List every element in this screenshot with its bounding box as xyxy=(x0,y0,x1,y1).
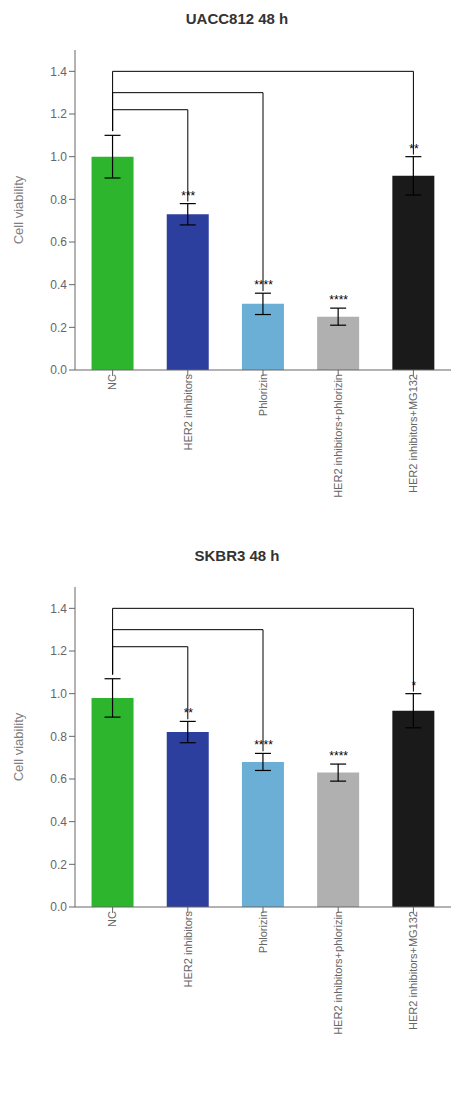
svg-text:Phlorizin: Phlorizin xyxy=(257,911,269,953)
svg-text:HER2 inhibitors: HER2 inhibitors xyxy=(182,911,194,988)
svg-text:**: ** xyxy=(409,142,419,156)
svg-text:0.0: 0.0 xyxy=(50,900,67,914)
svg-text:1.2: 1.2 xyxy=(50,107,67,121)
svg-text:0.4: 0.4 xyxy=(50,278,67,292)
svg-text:1.0: 1.0 xyxy=(50,687,67,701)
svg-text:0.2: 0.2 xyxy=(50,321,67,335)
html-text:SKBR3 48 h: SKBR3 48 h xyxy=(194,547,280,564)
svg-text:**: ** xyxy=(183,706,193,720)
svg-text:1.4: 1.4 xyxy=(50,602,67,616)
svg-text:NC: NC xyxy=(106,911,118,927)
svg-text:0.0: 0.0 xyxy=(50,363,67,377)
svg-text:0.6: 0.6 xyxy=(50,235,67,249)
svg-text:0.2: 0.2 xyxy=(50,858,67,872)
svg-text:1.0: 1.0 xyxy=(50,150,67,164)
svg-text:****: **** xyxy=(329,293,348,307)
svg-text:****: **** xyxy=(254,278,273,292)
svg-text:****: **** xyxy=(254,738,273,752)
svg-text:NC: NC xyxy=(106,374,118,390)
svg-text:HER2 inhibitors: HER2 inhibitors xyxy=(182,374,194,451)
svg-text:HER2 inhibitors+MG132: HER2 inhibitors+MG132 xyxy=(407,911,419,1030)
svg-text:HER2 inhibitors+MG132: HER2 inhibitors+MG132 xyxy=(407,374,419,493)
html-text:UACC812 48 h: UACC812 48 h xyxy=(185,10,289,27)
svg-text:****: **** xyxy=(329,749,348,763)
svg-text:0.8: 0.8 xyxy=(50,193,67,207)
svg-text:***: *** xyxy=(181,189,195,203)
svg-text:0.6: 0.6 xyxy=(50,772,67,786)
svg-text:1.4: 1.4 xyxy=(50,65,67,79)
svg-text:0.8: 0.8 xyxy=(50,730,67,744)
svg-text:Cell viability: Cell viability xyxy=(11,175,26,244)
svg-text:HER2 inhibitors+phlorizin: HER2 inhibitors+phlorizin xyxy=(332,374,344,498)
svg-text:Cell viability: Cell viability xyxy=(11,712,26,781)
svg-text:*: * xyxy=(411,679,416,693)
svg-text:1.2: 1.2 xyxy=(50,644,67,658)
svg-text:0.4: 0.4 xyxy=(50,815,67,829)
svg-text:HER2 inhibitors+phlorizin: HER2 inhibitors+phlorizin xyxy=(332,911,344,1035)
svg-text:Phlorizin: Phlorizin xyxy=(257,374,269,416)
